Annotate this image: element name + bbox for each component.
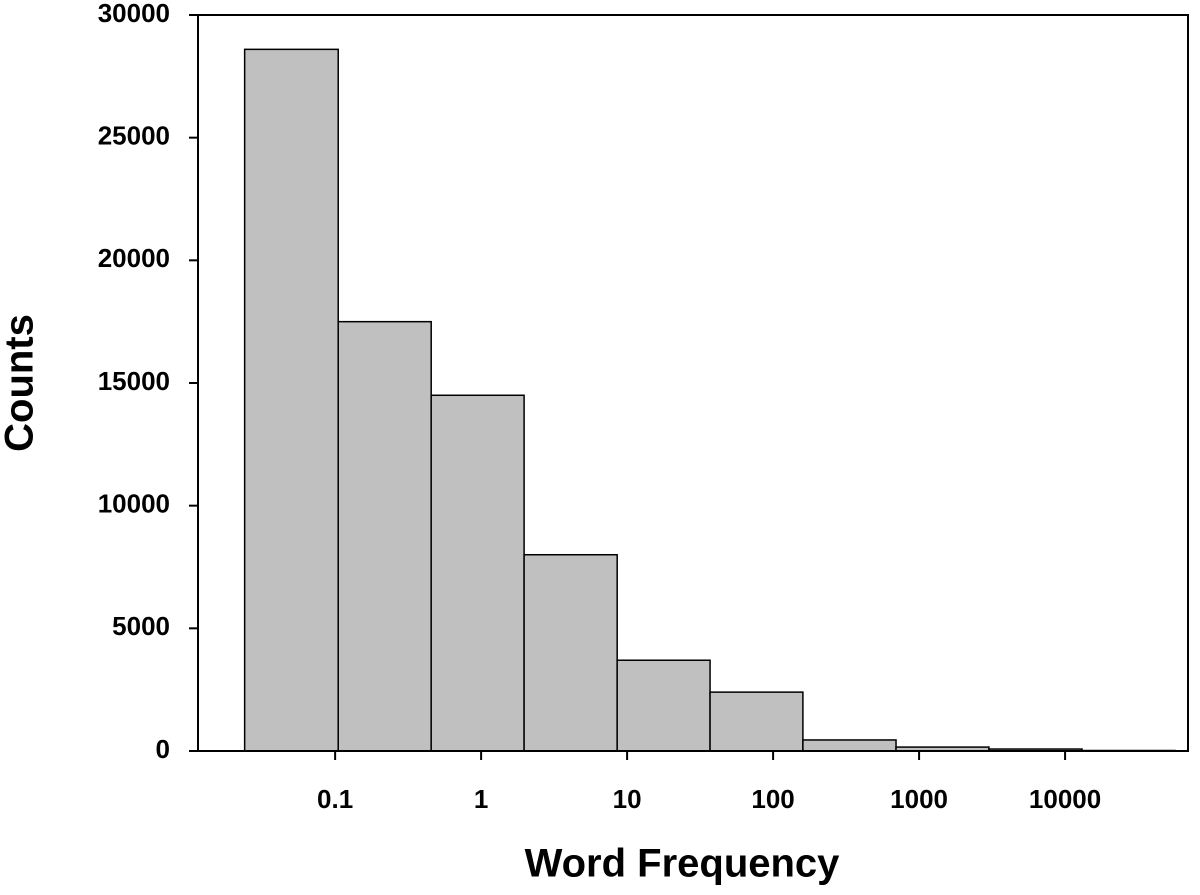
y-tick-label: 30000 — [98, 0, 170, 28]
bar — [709, 691, 804, 752]
bar — [337, 320, 432, 752]
bar — [616, 659, 711, 752]
y-tick-label: 20000 — [98, 243, 170, 273]
x-tick-label: 10 — [613, 784, 642, 814]
y-axis-title: Counts — [0, 314, 42, 452]
x-tick-label: 1000 — [890, 784, 948, 814]
x-tick-label: 1 — [474, 784, 488, 814]
x-tick-label: 100 — [751, 784, 794, 814]
y-tick-label: 0 — [156, 734, 170, 764]
y-tick-label: 10000 — [98, 489, 170, 519]
y-tick-label: 15000 — [98, 366, 170, 396]
bar — [243, 48, 339, 752]
bar — [523, 553, 618, 752]
bar — [802, 739, 897, 752]
y-tick-label: 25000 — [98, 121, 170, 151]
x-axis-title: Word Frequency — [525, 842, 841, 886]
x-tick-label: 10000 — [1029, 784, 1101, 814]
x-tick-label: 0.1 — [317, 784, 353, 814]
bar — [430, 394, 525, 752]
y-tick-label: 5000 — [112, 611, 170, 641]
